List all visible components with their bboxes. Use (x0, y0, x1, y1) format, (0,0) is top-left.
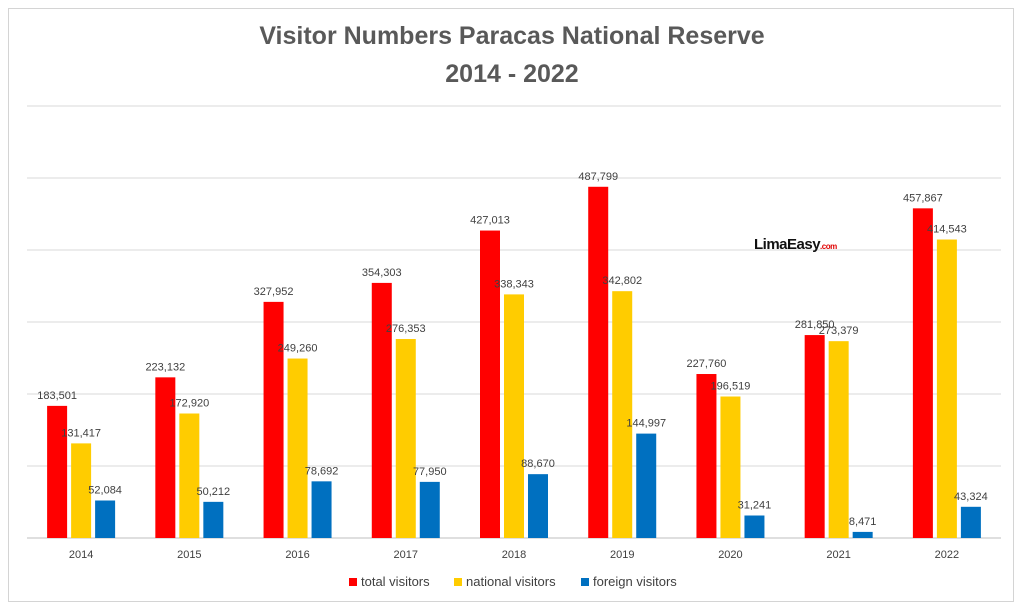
data-label-foreign-visitors-2018: 88,670 (521, 458, 555, 470)
x-tick-label-2018: 2018 (502, 549, 526, 561)
data-label-national-visitors-2015: 172,920 (169, 397, 209, 409)
bar-foreign-visitors-2017 (419, 481, 440, 538)
data-label-foreign-visitors-2016: 78,692 (305, 465, 339, 477)
bar-foreign-visitors-2022 (960, 506, 981, 538)
bar-foreign-visitors-2019 (636, 433, 657, 538)
bar-national-visitors-2021 (828, 341, 849, 538)
bars (47, 186, 981, 538)
bar-total-visitors-2022 (912, 208, 933, 538)
data-labels: 183,501 131,417 52,084 223,132 172,920 50,212… (37, 171, 987, 528)
bar-national-visitors-2020 (720, 396, 741, 538)
data-label-foreign-visitors-2022: 43,324 (954, 491, 988, 503)
bar-total-visitors-2018 (480, 230, 500, 538)
data-label-foreign-visitors-2015: 50,212 (197, 486, 231, 498)
x-tick-label-2014: 2014 (69, 549, 93, 561)
bar-foreign-visitors-2020 (744, 515, 765, 538)
x-tick-label-2015: 2015 (177, 549, 201, 561)
bar-national-visitors-2019 (612, 291, 633, 538)
legend-swatch-total-visitors (349, 578, 357, 586)
bar-foreign-visitors-2021 (852, 531, 873, 538)
legend-label-total-visitors: total visitors (361, 574, 430, 589)
data-label-total-visitors-2016: 327,952 (254, 286, 294, 298)
data-label-national-visitors-2022: 414,543 (927, 224, 967, 236)
data-label-foreign-visitors-2014: 52,084 (88, 484, 122, 496)
x-tick-label-2019: 2019 (610, 549, 634, 561)
data-label-foreign-visitors-2020: 31,241 (738, 500, 772, 512)
bar-national-visitors-2017 (395, 339, 416, 538)
x-tick-label-2021: 2021 (826, 549, 850, 561)
bar-national-visitors-2022 (936, 239, 957, 538)
data-label-total-visitors-2020: 227,760 (687, 358, 727, 370)
bar-foreign-visitors-2016 (311, 481, 332, 538)
bar-foreign-visitors-2015 (203, 501, 224, 538)
x-tick-label-2022: 2022 (935, 549, 959, 561)
data-label-national-visitors-2018: 338,343 (494, 278, 534, 290)
bar-total-visitors-2014 (47, 405, 68, 538)
legend-swatch-foreign-visitors (581, 578, 589, 586)
legend-swatch-national-visitors (454, 578, 462, 586)
x-tick-label-2017: 2017 (394, 549, 418, 561)
data-label-national-visitors-2017: 276,353 (386, 323, 426, 335)
data-label-total-visitors-2022: 457,867 (903, 192, 943, 204)
bar-national-visitors-2018 (504, 294, 524, 538)
x-tick-label-2016: 2016 (285, 549, 309, 561)
legend: total visitors national visitors foreign v… (349, 574, 677, 589)
data-label-foreign-visitors-2021: 8,471 (849, 516, 877, 528)
legend-label-national-visitors: national visitors (466, 574, 556, 589)
x-axis-ticks: 2014 2015 2016 2017 2018 2019 2020 2021 2022 (69, 549, 959, 561)
data-label-national-visitors-2019: 342,802 (602, 275, 642, 287)
data-label-total-visitors-2018: 427,013 (470, 215, 510, 227)
data-label-total-visitors-2021: 281,850 (795, 319, 835, 331)
data-label-total-visitors-2017: 354,303 (362, 267, 402, 279)
bar-national-visitors-2014 (71, 443, 92, 538)
data-label-foreign-visitors-2017: 77,950 (413, 466, 447, 478)
bar-total-visitors-2016 (263, 301, 284, 538)
bar-total-visitors-2021 (804, 335, 825, 538)
chart-subtitle: 2014 - 2022 (445, 60, 579, 88)
data-label-foreign-visitors-2019: 144,997 (626, 418, 666, 430)
data-label-national-visitors-2014: 131,417 (61, 427, 101, 439)
bar-total-visitors-2017 (371, 282, 392, 538)
legend-label-foreign-visitors: foreign visitors (593, 574, 677, 589)
data-label-national-visitors-2016: 249,260 (278, 343, 318, 355)
data-label-total-visitors-2014: 183,501 (37, 390, 77, 402)
chart-title: Visitor Numbers Paracas National Reserve (259, 22, 765, 50)
bar-national-visitors-2015 (179, 413, 200, 538)
bar-national-visitors-2016 (287, 358, 308, 538)
data-label-total-visitors-2019: 487,799 (578, 171, 618, 183)
bar-foreign-visitors-2014 (95, 500, 116, 538)
data-label-national-visitors-2020: 196,519 (711, 381, 751, 393)
logo-suffix: .com (820, 242, 837, 251)
bar-total-visitors-2019 (588, 186, 609, 538)
bar-total-visitors-2015 (155, 377, 176, 538)
x-tick-label-2020: 2020 (718, 549, 742, 561)
data-label-total-visitors-2015: 223,132 (145, 361, 185, 373)
limaeasy-logo: LimaEasy.com (754, 236, 837, 253)
data-label-national-visitors-2021: 273,379 (819, 325, 859, 337)
bar-total-visitors-2020 (696, 374, 717, 538)
bar-foreign-visitors-2018 (528, 474, 548, 538)
logo-text: LimaEasy (754, 236, 821, 253)
